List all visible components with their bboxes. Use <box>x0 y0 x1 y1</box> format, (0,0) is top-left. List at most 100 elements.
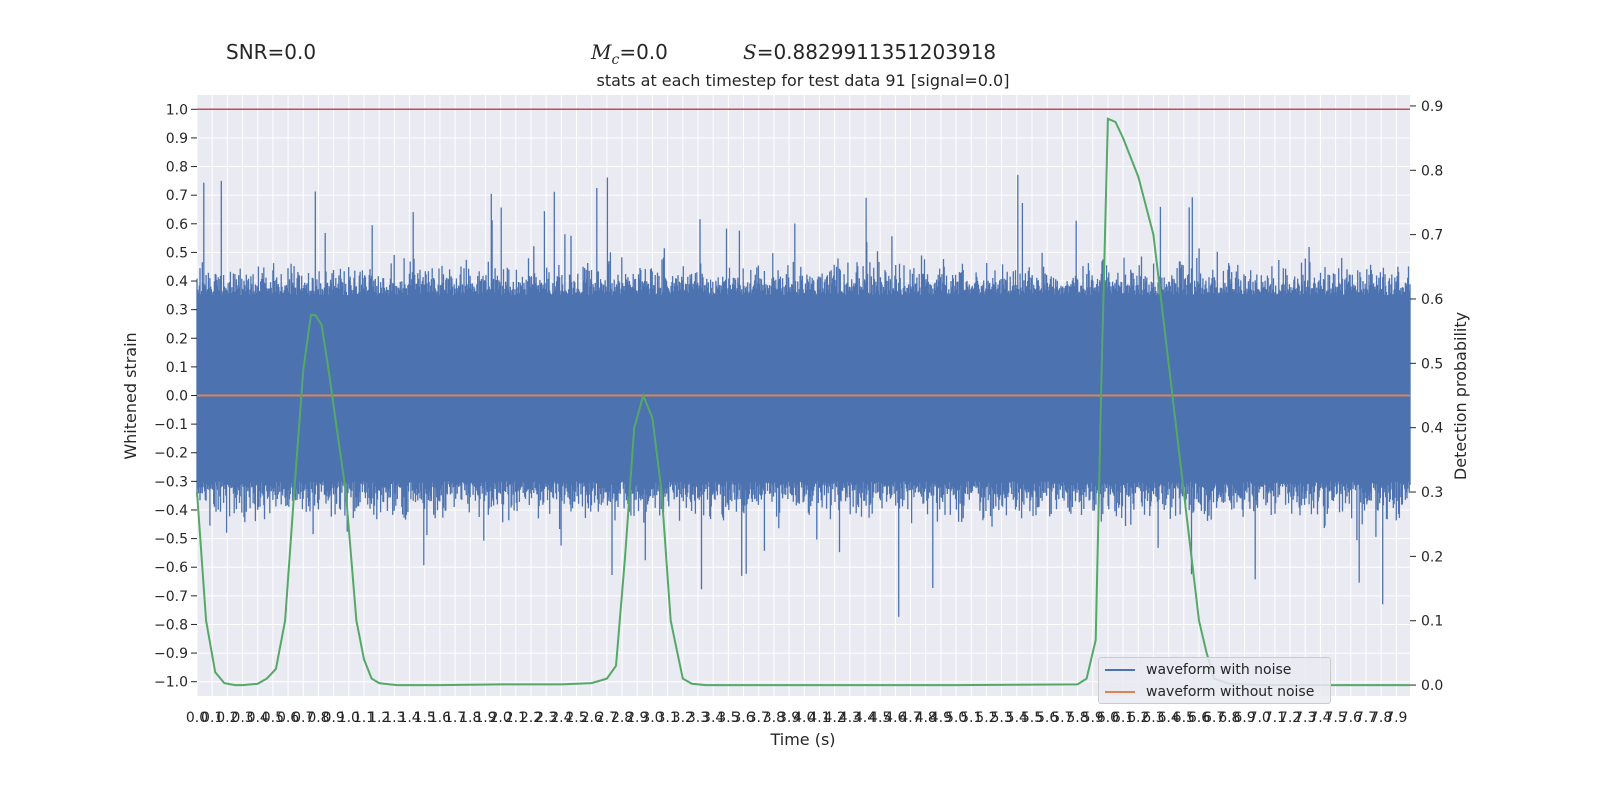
x-tick-label: 3.7 <box>748 710 770 726</box>
y2-axis-ticks: 0.9 0.8 0.7 0.6 0.5 0.4 0.3 0.2 0.1 0.0 <box>1410 99 1443 694</box>
y-tick-label: 0.1 <box>166 360 188 376</box>
y2-axis-label: Detection probability <box>1451 312 1470 480</box>
x-tick-label: 5.1 <box>960 710 982 726</box>
y-tick-label: 0.4 <box>166 274 188 290</box>
x-tick-label: 6.1 <box>1112 710 1134 726</box>
x-tick-label: 0.7 <box>292 710 314 726</box>
x-tick-label: 1.7 <box>444 710 466 726</box>
chart-title: stats at each timestep for test data 91 … <box>597 71 1010 90</box>
y-tick-label: −0.9 <box>154 646 188 662</box>
x-tick-label: 0.1 <box>201 710 223 726</box>
x-tick-label: 5.7 <box>1051 710 1073 726</box>
x-tick-label: 4.3 <box>839 710 861 726</box>
chart-legend: waveform with noise waveform without noi… <box>1098 657 1331 704</box>
x-tick-label: 5.0 <box>945 710 967 726</box>
y-tick-label: −0.1 <box>154 417 188 433</box>
x-tick-label: 6.4 <box>1157 710 1179 726</box>
x-tick-label: 1.9 <box>474 710 496 726</box>
x-tick-label: 7.4 <box>1309 710 1331 726</box>
y-tick-label: 0.6 <box>166 217 188 233</box>
x-tick-label: 7.5 <box>1324 710 1346 726</box>
x-tick-label: 5.5 <box>1021 710 1043 726</box>
y-tick-label: −0.2 <box>154 446 188 462</box>
y2-tick-label: 0.5 <box>1421 356 1443 372</box>
x-tick-label: 2.9 <box>626 710 648 726</box>
x-tick-label: 1.0 <box>338 710 360 726</box>
x-tick-label: 7.2 <box>1279 710 1301 726</box>
y-tick-label: 0.9 <box>166 131 188 147</box>
x-tick-label: 3.3 <box>687 710 709 726</box>
y-tick-label: 0.2 <box>166 331 188 347</box>
x-tick-label: 1.4 <box>398 710 420 726</box>
y2-tick-label: 0.3 <box>1421 485 1443 501</box>
x-tick-label: 2.4 <box>550 710 572 726</box>
x-tick-label: 0.3 <box>231 710 253 726</box>
y-tick-label: −0.8 <box>154 617 188 633</box>
x-tick-label: 5.9 <box>1082 710 1104 726</box>
y-tick-label: 1.0 <box>166 102 188 118</box>
x-tick-label: 4.7 <box>899 710 921 726</box>
noise-trace <box>196 174 1411 617</box>
series-lines <box>196 108 1410 687</box>
line-detection-probability <box>196 117 1410 687</box>
x-tick-label: 4.8 <box>915 710 937 726</box>
series-waveform-with-noise <box>196 174 1411 617</box>
x-tick-label: 3.0 <box>641 710 663 726</box>
y2-tick-label: 0.1 <box>1421 614 1443 630</box>
x-tick-label: 4.1 <box>808 710 830 726</box>
x-tick-label: 0.2 <box>216 710 238 726</box>
x-tick-label: 1.8 <box>459 710 481 726</box>
x-tick-label: 6.0 <box>1097 710 1119 726</box>
x-tick-label: 5.4 <box>1006 710 1028 726</box>
legend-swatch-blue <box>1105 669 1135 671</box>
x-tick-label: 1.2 <box>368 710 390 726</box>
x-tick-label: 1.5 <box>414 710 436 726</box>
x-tick-label: 7.7 <box>1355 710 1377 726</box>
x-tick-label: 2.6 <box>581 710 603 726</box>
x-tick-label: 0.9 <box>323 710 345 726</box>
x-tick-label: 6.3 <box>1142 710 1164 726</box>
y2-tick-label: 0.7 <box>1421 228 1443 244</box>
x-tick-label: 3.8 <box>763 710 785 726</box>
score-value: =0.8829911351203918 <box>756 40 997 64</box>
x-tick-label: 6.2 <box>1127 710 1149 726</box>
y-tick-label: −0.5 <box>154 532 188 548</box>
chirp-mass-subscript: c <box>611 52 620 68</box>
x-tick-label: 4.0 <box>793 710 815 726</box>
x-tick-label: 5.2 <box>975 710 997 726</box>
x-tick-label: 3.5 <box>717 710 739 726</box>
y-tick-label: 0.3 <box>166 303 188 319</box>
x-tick-label: 2.5 <box>565 710 587 726</box>
x-tick-label: 1.1 <box>353 710 375 726</box>
y-tick-label: 0.7 <box>166 188 188 204</box>
x-tick-label: 7.0 <box>1249 710 1271 726</box>
x-tick-label: 7.8 <box>1370 710 1392 726</box>
x-tick-label: 4.2 <box>823 710 845 726</box>
x-tick-label: 7.1 <box>1264 710 1286 726</box>
x-tick-label: 1.6 <box>429 710 451 726</box>
x-tick-label: 2.8 <box>611 710 633 726</box>
score-header: S=0.8829911351203918 <box>743 40 996 64</box>
legend-label-without-noise: waveform without noise <box>1146 684 1315 700</box>
x-tick-label: 3.6 <box>732 710 754 726</box>
x-tick-label: 2.0 <box>489 710 511 726</box>
x-tick-label: 0.5 <box>262 710 284 726</box>
x-tick-label: 2.1 <box>505 710 527 726</box>
x-tick-label: 4.6 <box>884 710 906 726</box>
y-tick-label: −0.4 <box>154 503 188 519</box>
x-tick-label: 3.1 <box>656 710 678 726</box>
legend-item-without-noise: waveform without noise <box>1105 682 1314 702</box>
x-tick-label: 6.8 <box>1218 710 1240 726</box>
x-tick-label: 4.4 <box>854 710 876 726</box>
chirp-mass-value: =0.0 <box>619 40 668 64</box>
x-tick-label: 7.3 <box>1294 710 1316 726</box>
x-tick-label: 3.9 <box>778 710 800 726</box>
x-tick-label: 7.6 <box>1340 710 1362 726</box>
x-tick-label: 2.2 <box>520 710 542 726</box>
y-axis-label: Whitened strain <box>121 332 140 459</box>
snr-header: SNR=0.0 <box>226 40 317 64</box>
y2-tick-label: 0.0 <box>1421 678 1443 694</box>
y-tick-label: 0.5 <box>166 245 188 261</box>
x-tick-label: 4.9 <box>930 710 952 726</box>
y2-tick-label: 0.4 <box>1421 421 1443 437</box>
